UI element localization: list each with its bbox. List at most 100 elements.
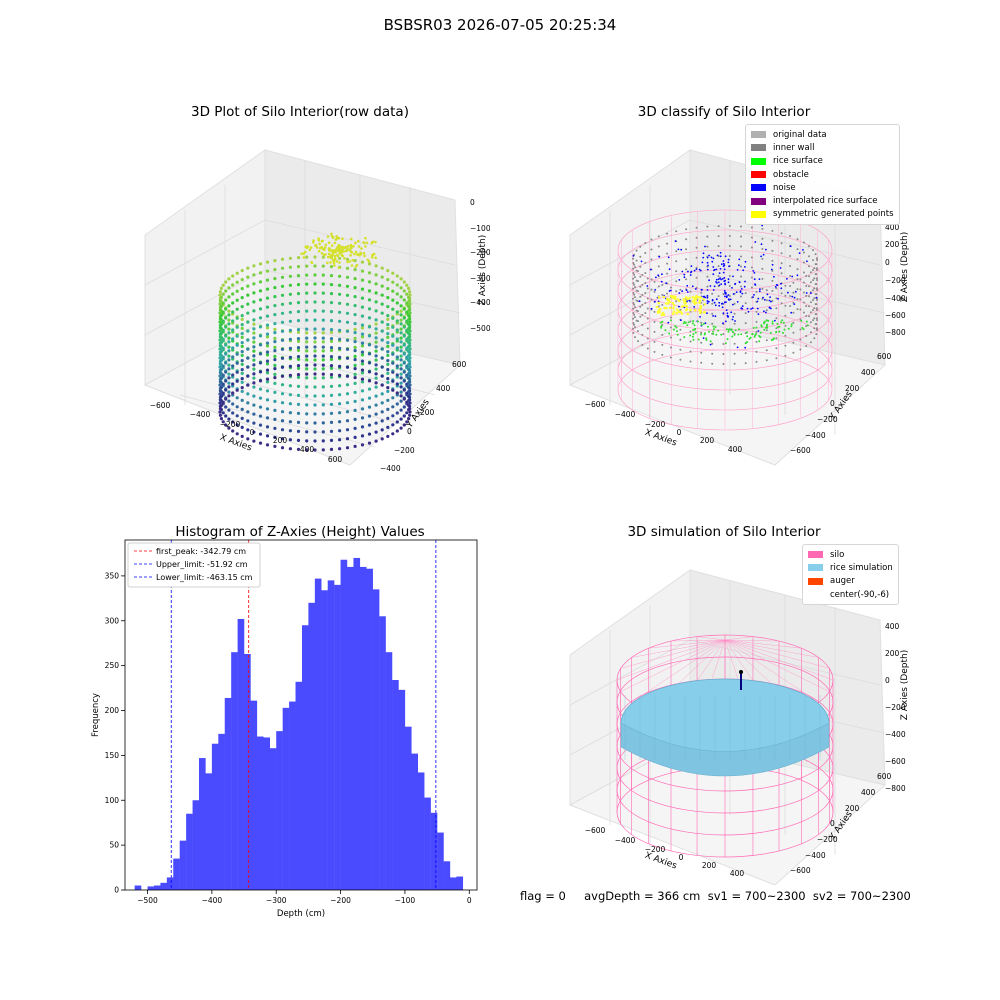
noise-point xyxy=(690,272,692,274)
data-point xyxy=(219,317,222,320)
rice-surface-point xyxy=(713,328,715,330)
data-point xyxy=(259,433,262,436)
data-point xyxy=(297,367,300,370)
noise-point xyxy=(780,267,782,269)
rice-surface-point xyxy=(720,334,722,336)
wall-point xyxy=(666,243,668,245)
rice-surface-point xyxy=(740,333,742,335)
noise-point xyxy=(750,308,752,310)
data-point xyxy=(273,268,276,271)
wall-point xyxy=(805,345,807,347)
noise-point xyxy=(678,279,680,281)
data-point xyxy=(354,445,357,448)
wall-point xyxy=(658,285,660,287)
data-point xyxy=(313,421,316,424)
wall-point xyxy=(675,230,677,232)
noise-point xyxy=(714,302,716,304)
wall-point xyxy=(654,341,656,343)
noise-point xyxy=(703,337,705,339)
classify-legend-item: rice surface xyxy=(751,155,894,168)
data-point xyxy=(266,434,269,437)
data-point xyxy=(305,355,308,358)
noise-point xyxy=(741,293,743,295)
wall-point xyxy=(789,275,791,277)
data-point xyxy=(289,284,292,287)
data-point xyxy=(252,323,255,326)
data-point xyxy=(220,341,223,344)
rice-surface-point xyxy=(708,331,710,333)
data-point xyxy=(347,245,350,248)
histogram-bar xyxy=(302,625,309,890)
wall-point xyxy=(685,258,687,260)
data-point xyxy=(351,264,354,267)
data-point xyxy=(328,253,331,256)
data-point xyxy=(354,376,357,379)
data-point xyxy=(297,373,300,376)
noise-point xyxy=(708,255,710,257)
data-point xyxy=(375,359,378,362)
wall-point xyxy=(792,312,794,314)
symmetric-point xyxy=(665,307,668,310)
wall-point xyxy=(781,272,783,274)
noise-point xyxy=(714,285,716,287)
data-point xyxy=(313,403,316,406)
data-point xyxy=(289,320,292,323)
rice-surface-point xyxy=(728,329,730,331)
data-point xyxy=(375,332,378,335)
data-point xyxy=(408,326,411,329)
data-point xyxy=(222,383,225,386)
data-point xyxy=(224,397,227,400)
rice-surface-point xyxy=(676,330,678,332)
classify-legend-item: interpolated rice surface xyxy=(751,194,894,207)
noise-point xyxy=(757,308,759,310)
data-point xyxy=(407,305,410,308)
data-point xyxy=(227,328,230,331)
data-point xyxy=(266,315,269,318)
wall-point xyxy=(766,299,768,301)
data-point xyxy=(252,395,255,398)
data-point xyxy=(322,349,325,352)
data-point xyxy=(400,394,403,397)
rice-surface-point xyxy=(700,334,702,336)
rice-surface-point xyxy=(726,328,728,330)
wall-point xyxy=(639,286,641,288)
noise-point xyxy=(754,278,756,280)
wall-point xyxy=(816,287,818,289)
data-point xyxy=(231,283,234,286)
data-point xyxy=(372,241,375,244)
data-point xyxy=(318,250,321,253)
noise-point xyxy=(723,265,725,267)
data-point xyxy=(224,298,227,301)
histogram-bar xyxy=(373,589,380,890)
legend-label: obstacle xyxy=(773,170,809,180)
wall-point xyxy=(675,290,677,292)
y-tick-label: 350 xyxy=(105,571,120,580)
wall-point xyxy=(810,321,812,323)
data-point xyxy=(354,331,357,334)
data-point xyxy=(289,311,292,314)
wall-point xyxy=(756,291,758,293)
wall-point xyxy=(751,287,753,289)
wall-point xyxy=(792,342,794,344)
wall-point xyxy=(696,277,698,279)
data-point xyxy=(338,338,341,341)
noise-point xyxy=(772,264,774,266)
noise-point xyxy=(742,269,744,271)
noise-point xyxy=(668,257,670,259)
wall-point xyxy=(633,274,635,276)
wall-point xyxy=(651,289,653,291)
data-point xyxy=(403,316,406,319)
data-point xyxy=(338,420,341,423)
wall-point xyxy=(661,284,663,286)
noise-point xyxy=(744,266,746,268)
data-point xyxy=(252,413,255,416)
y-tick-label: 400 xyxy=(436,384,451,393)
noise-point xyxy=(707,262,709,264)
wall-point xyxy=(803,282,805,284)
wall-point xyxy=(641,324,643,326)
wall-point xyxy=(792,322,794,324)
wall-point xyxy=(675,280,677,282)
data-point xyxy=(368,352,371,355)
noise-point xyxy=(713,258,715,260)
wall-point xyxy=(641,314,643,316)
